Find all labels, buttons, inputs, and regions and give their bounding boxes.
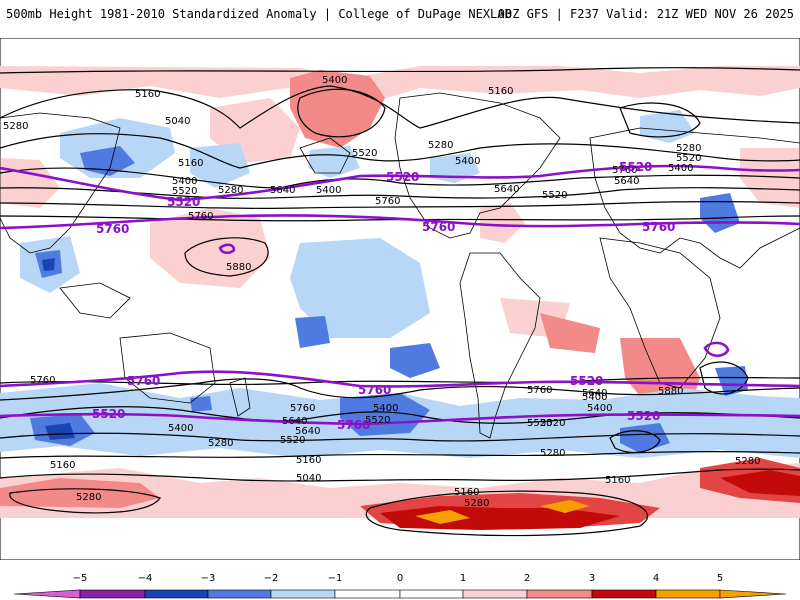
contour-label: 5760: [375, 196, 400, 207]
contour-label: 5160: [178, 158, 203, 169]
contour-label: 5400: [455, 156, 480, 167]
contour-label: 5520: [280, 435, 305, 446]
contour-label: 5400: [587, 403, 612, 414]
colorbar-tick: −1: [328, 573, 343, 584]
contour-label: 5520: [352, 148, 377, 159]
highlight-label: 5760: [358, 383, 391, 397]
contour-label: 5760: [527, 385, 552, 396]
map-title: 500mb Height 1981-2010 Standardized Anom…: [6, 7, 512, 21]
colorbar-segment: [270, 589, 336, 599]
colorbar-segment: [526, 589, 593, 599]
anomaly-map: 5280 5160 5040 5400 5520 5160 5400 5520 …: [0, 38, 800, 560]
colorbar: −5 −4 −3 −2 −1 0 1 2 3 4 5: [13, 573, 787, 599]
colorbar-segment: [462, 589, 528, 599]
colorbar-segment: [144, 589, 209, 599]
header: 500mb Height 1981-2010 Standardized Anom…: [0, 0, 800, 28]
contour-label: 5520: [365, 415, 390, 426]
highlight-contours: [0, 164, 800, 426]
contour-label: 5280: [540, 448, 565, 459]
colorbar-tick: 3: [589, 573, 595, 584]
contour-label: 5160: [296, 455, 321, 466]
contour-label: 5280: [208, 438, 233, 449]
colorbar-segment: [591, 589, 657, 599]
colorbar-segment: [334, 589, 401, 599]
highlight-label: 5760: [96, 222, 129, 236]
contour-label: 5400: [168, 423, 193, 434]
contour-label: 5160: [135, 89, 160, 100]
colorbar-segment: [79, 589, 146, 599]
contour-label: 5520: [542, 190, 567, 201]
highlight-label: 5520: [570, 374, 603, 388]
contour-label: 5760: [188, 211, 213, 222]
colorbar-tick: −2: [264, 573, 279, 584]
colorbar-tick: 0: [397, 573, 403, 584]
highlight-label: 5760: [127, 374, 160, 388]
contour-label: 5280: [428, 140, 453, 151]
colorbar-tick: 4: [653, 573, 659, 584]
contour-label: 5640: [295, 426, 320, 437]
contour-label: 5280: [735, 456, 760, 467]
contour-label: 5760: [290, 403, 315, 414]
highlight-label: 5520: [619, 160, 652, 174]
contour-label: 5520: [676, 153, 701, 164]
colorbar-tick: −5: [73, 573, 88, 584]
contour-label: 5280: [218, 185, 243, 196]
colorbar-segment: [399, 589, 464, 599]
contour-label: 5160: [50, 460, 75, 471]
contour-label: 5880: [226, 262, 251, 273]
contour-label: 5520: [172, 186, 197, 197]
contour-label: 5880: [658, 386, 683, 397]
highlight-label: 5520: [92, 407, 125, 421]
contour-label: 5160: [488, 86, 513, 97]
highlight-label: 5520: [386, 170, 419, 184]
contour-labels: 5280 5160 5040 5400 5520 5160 5400 5520 …: [3, 75, 760, 509]
contour-label: 5040: [296, 473, 321, 484]
colorbar-tick: −4: [138, 573, 153, 584]
colorbar-segment: [719, 589, 787, 599]
contour-label: 5040: [165, 116, 190, 127]
colorbar-tick: −3: [201, 573, 216, 584]
colorbar-tick: 5: [717, 573, 723, 584]
highlight-label: 5520: [627, 409, 660, 423]
contour-label: 5640: [282, 416, 307, 427]
highlight-label: 5760: [642, 220, 675, 234]
contour-label: 5400: [668, 163, 693, 174]
contour-label: 5400: [316, 185, 341, 196]
contour-label: 5640: [582, 388, 607, 399]
contour-label: 5520: [540, 418, 565, 429]
contour-label: 5280: [676, 143, 701, 154]
colorbar-segment: [207, 589, 272, 599]
contour-label: 5400: [172, 176, 197, 187]
contour-label: 5760: [30, 375, 55, 386]
colorbar-ticks: −5 −4 −3 −2 −1 0 1 2 3 4 5: [73, 573, 724, 584]
contour-label: 5160: [454, 487, 479, 498]
run-valid-time: 00Z GFS | F237 Valid: 21Z WED NOV 26 202…: [497, 7, 794, 21]
colorbar-segment: [13, 589, 81, 599]
positive-anomaly-fill: [0, 66, 800, 530]
contour-label: 5760: [612, 165, 637, 176]
colorbar-tick: 1: [460, 573, 466, 584]
contour-label: 5400: [373, 403, 398, 414]
contour-label: 5280: [464, 498, 489, 509]
contour-label: 5640: [270, 185, 295, 196]
colorbar-segment: [655, 589, 721, 599]
contour-label: 5640: [494, 184, 519, 195]
contour-label: 5280: [3, 121, 28, 132]
contour-label: 5640: [614, 176, 639, 187]
highlight-labels: 5520 5520 5760 5760 5520 5760 5760 5760 …: [92, 160, 675, 432]
contour-label: 5400: [322, 75, 347, 86]
contour-label: 5160: [605, 475, 630, 486]
contour-label: 5520: [527, 418, 552, 429]
highlight-label: 5520: [167, 195, 200, 209]
contour-label: 5400: [582, 392, 607, 403]
colorbar-tick: 2: [524, 573, 530, 584]
highlight-label: 5760: [337, 418, 370, 432]
colorbar-segments: [13, 589, 787, 599]
contour-label: 5280: [76, 492, 101, 503]
highlight-label: 5760: [422, 220, 455, 234]
